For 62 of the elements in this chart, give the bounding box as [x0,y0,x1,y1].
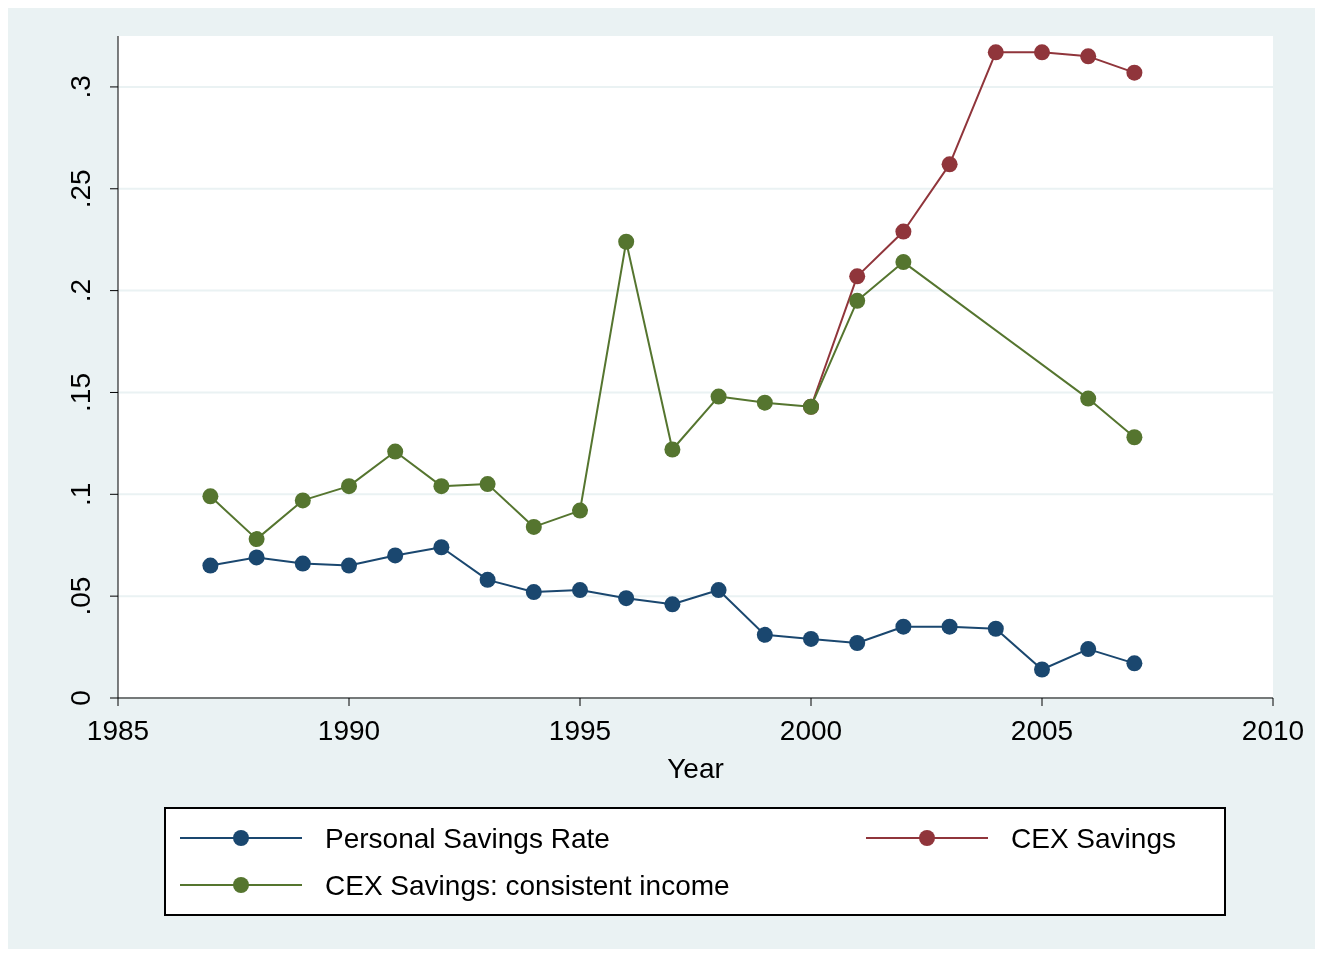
point [849,268,866,285]
point [895,618,912,635]
point [294,555,311,572]
point [479,571,496,588]
point [433,539,450,556]
x-tick-label: 2000 [779,715,843,746]
point [1126,429,1143,446]
point [572,582,588,599]
point [1080,390,1097,407]
x-axis-title: Year [667,753,724,784]
point [895,223,912,240]
point [479,476,496,493]
x-tick-label: 1995 [548,715,612,746]
point [849,635,866,651]
point [294,492,311,509]
point [1080,48,1097,65]
point [941,618,958,635]
point [1034,661,1050,678]
point [525,584,542,601]
legend-label: CEX Savings: consistent income [325,870,730,901]
point [1080,641,1097,658]
point [341,478,357,495]
y-tick-label: .25 [65,169,96,209]
x-tick-label: 1985 [86,715,150,746]
x-tick-label: 2010 [1241,715,1305,746]
x-tick-label: 1990 [317,715,381,746]
point [248,531,265,548]
point [849,292,866,309]
point [664,441,681,458]
point [710,388,727,405]
point [387,443,404,460]
legend-label: Personal Savings Rate [325,823,610,854]
point [1126,64,1143,81]
y-tick-label: .3 [65,75,96,99]
point [987,44,1004,61]
legend-label: CEX Savings [1011,823,1176,854]
point [387,547,404,564]
point [1034,44,1050,61]
point [941,156,958,173]
point [572,502,588,519]
y-tick-label: .2 [65,278,96,303]
y-tick-label: .15 [65,372,96,412]
point [1126,655,1143,672]
point [525,518,542,535]
point [202,488,219,505]
point [664,596,681,613]
point [618,590,635,607]
point [710,582,727,599]
point [618,233,635,250]
point [756,626,773,643]
point [341,557,357,574]
y-tick-label: .1 [65,482,96,506]
point [433,478,450,495]
point [202,557,219,574]
y-tick-label: 0 [65,690,96,706]
point [756,394,773,411]
x-tick-label: 2005 [1010,715,1074,746]
point [987,620,1004,637]
point [803,630,819,647]
y-tick-label: .05 [65,576,96,616]
point [248,549,265,566]
point [895,254,912,271]
